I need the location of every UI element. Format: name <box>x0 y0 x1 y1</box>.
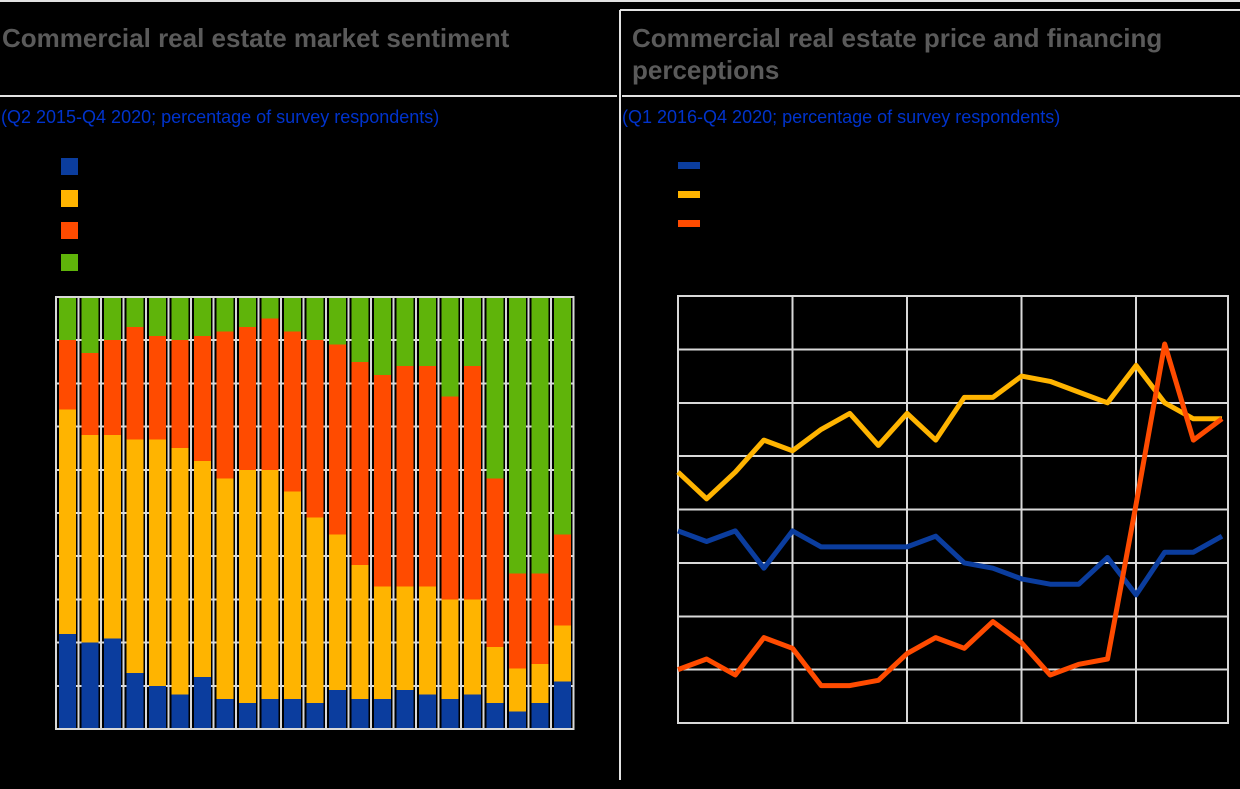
sentiment-stacked-bar-chart <box>55 296 575 730</box>
legend-swatch <box>678 162 700 169</box>
right-legend <box>678 162 700 227</box>
left-title-rule <box>0 95 617 97</box>
right-panel-top-rule <box>620 9 1240 11</box>
left-panel-title: Commercial real estate market sentiment <box>2 23 510 53</box>
right-panel-subtitle: (Q1 2016-Q4 2020; percentage of survey r… <box>622 107 1061 127</box>
legend-swatch <box>61 222 78 239</box>
right-title-rule <box>622 95 1240 97</box>
left-panel-subtitle: (Q2 2015-Q4 2020; percentage of survey r… <box>1 107 440 127</box>
legend-swatch <box>678 220 700 227</box>
legend-swatch <box>61 158 78 175</box>
panel-divider <box>619 10 621 780</box>
right-panel-title: Commercial real estate price and financi… <box>632 23 1163 85</box>
left-legend <box>61 158 78 271</box>
legend-swatch <box>61 254 78 271</box>
legend-swatch <box>61 190 78 207</box>
perceptions-line-chart <box>676 295 1229 724</box>
legend-swatch <box>678 191 700 198</box>
top-edge-rule <box>0 0 1240 2</box>
